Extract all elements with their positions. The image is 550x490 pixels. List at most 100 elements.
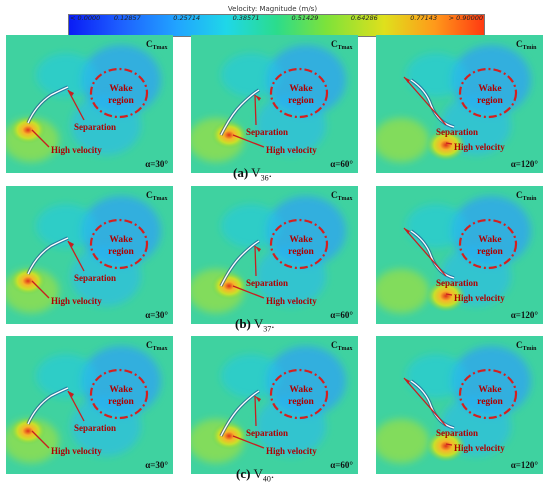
high-velocity-arrow — [232, 134, 265, 148]
separation-arrow — [254, 395, 257, 427]
high-velocity-label: High velocity — [51, 296, 102, 306]
wake-region-ellipse — [89, 368, 149, 420]
high-velocity-arrow — [31, 430, 50, 449]
wake-label: Wake — [109, 385, 132, 395]
wake-label: Wake — [478, 84, 501, 94]
angle-label: α=60° — [330, 310, 353, 320]
colorbar-tick-label: 0.38571 — [232, 14, 260, 22]
wake-region-ellipse — [269, 368, 329, 420]
contour-panel: Wake region Separation High velocity CTmin α=… — [376, 186, 543, 324]
separation-arrowhead — [68, 391, 74, 397]
high-velocity-zone — [211, 422, 247, 450]
colorbar-tick-label: 0.64286 — [350, 14, 378, 22]
wake-label: Wake — [289, 235, 312, 245]
wake-region-ellipse — [458, 67, 518, 119]
wake-label: region — [477, 247, 503, 257]
high-velocity-label: High velocity — [266, 446, 317, 456]
colorbar-tick-label: 0.12857 — [113, 14, 141, 22]
wake-label: region — [288, 397, 314, 407]
high-velocity-zone — [10, 417, 46, 445]
separation-arrowhead — [68, 241, 74, 247]
contour-panel: Wake region Separation High velocity CTmax α=… — [6, 35, 173, 173]
separation-label: Separation — [436, 278, 478, 288]
separation-arrowhead — [255, 396, 261, 402]
separation-arrowhead — [255, 246, 261, 252]
blade-profile — [27, 387, 69, 425]
high-velocity-label: High velocity — [51, 446, 102, 456]
separation-arrow — [403, 377, 447, 427]
separation-arrowhead — [404, 77, 410, 83]
wake-label: region — [288, 247, 314, 257]
separation-label: Separation — [246, 428, 288, 438]
high-velocity-arrow — [31, 129, 50, 148]
separation-label: Separation — [74, 423, 116, 433]
wake-region-ellipse — [89, 218, 149, 270]
high-velocity-zone — [426, 430, 466, 462]
high-velocity-arrow — [445, 293, 453, 296]
high-velocity-label: High velocity — [454, 443, 505, 453]
wake-label: Wake — [478, 235, 501, 245]
blade-profile — [220, 240, 260, 287]
subfigure-caption: (c) V40. — [236, 466, 275, 484]
angle-label: α=120° — [511, 310, 539, 320]
wake-label: Wake — [478, 385, 501, 395]
coefficient-tag: CTmax — [146, 39, 168, 51]
separation-label: Separation — [74, 273, 116, 283]
high-velocity-zone — [211, 272, 247, 300]
coefficient-tag: CTmax — [146, 340, 168, 352]
colorbar-tick-label: 0.25714 — [173, 14, 201, 22]
wake-label: region — [477, 397, 503, 407]
wake-region-ellipse — [89, 67, 149, 119]
colorbar-tick-label: < 0.0000 — [70, 14, 101, 22]
high-velocity-zone — [10, 116, 46, 144]
angle-label: α=30° — [145, 460, 168, 470]
wake-region-ellipse — [269, 67, 329, 119]
separation-label: Separation — [74, 122, 116, 132]
high-velocity-zone — [10, 267, 46, 295]
wake-label: region — [108, 397, 134, 407]
velocity-colorbar: Velocity: Magnitude (m/s) < 0.0000 0.128… — [5, 2, 540, 38]
wake-region-ellipse — [269, 218, 329, 270]
wake-label: region — [108, 96, 134, 106]
separation-arrowhead — [404, 378, 410, 384]
high-velocity-arrow — [445, 142, 453, 145]
coefficient-tag: CTmin — [516, 39, 537, 51]
colorbar-tick-label: 0.77143 — [410, 14, 438, 22]
separation-arrow — [403, 76, 447, 126]
coefficient-tag: CTmax — [331, 39, 353, 51]
high-velocity-zone — [211, 121, 247, 149]
colorbar-title: Velocity: Magnitude (m/s) — [227, 5, 318, 13]
separation-arrow — [67, 89, 85, 121]
separation-arrowhead — [404, 228, 410, 234]
blade-profile — [27, 237, 69, 275]
coefficient-tag: CTmax — [146, 190, 168, 202]
contour-panel: Wake region Separation High velocity CTmax α=… — [6, 186, 173, 324]
contour-panel: Wake region Separation High velocity CTmax α=… — [191, 336, 358, 474]
angle-label: α=60° — [330, 159, 353, 169]
wake-label: Wake — [109, 235, 132, 245]
colorbar-ticks: < 0.0000 0.12857 0.25714 0.38571 0.51429… — [68, 14, 483, 24]
coefficient-tag: CTmax — [331, 340, 353, 352]
separation-label: Separation — [436, 428, 478, 438]
wake-label: Wake — [289, 84, 312, 94]
separation-label: Separation — [246, 127, 288, 137]
wake-label: region — [477, 96, 503, 106]
high-velocity-arrow — [232, 285, 265, 299]
separation-arrowhead — [255, 95, 261, 101]
angle-label: α=30° — [145, 310, 168, 320]
separation-arrow — [254, 245, 257, 277]
separation-arrow — [403, 227, 447, 277]
wake-region-ellipse — [458, 218, 518, 270]
high-velocity-label: High velocity — [51, 145, 102, 155]
separation-arrow — [67, 240, 85, 272]
high-velocity-zone — [426, 280, 466, 312]
high-velocity-label: High velocity — [266, 296, 317, 306]
contour-panel: Wake region Separation High velocity CTmax α=… — [6, 336, 173, 474]
blade-profile — [220, 89, 260, 136]
angle-label: α=30° — [145, 159, 168, 169]
blade-profile — [220, 390, 260, 437]
high-velocity-label: High velocity — [266, 145, 317, 155]
wake-region-ellipse — [458, 368, 518, 420]
high-velocity-arrow — [445, 443, 453, 446]
subfigure-caption: (b) V37. — [235, 316, 275, 334]
